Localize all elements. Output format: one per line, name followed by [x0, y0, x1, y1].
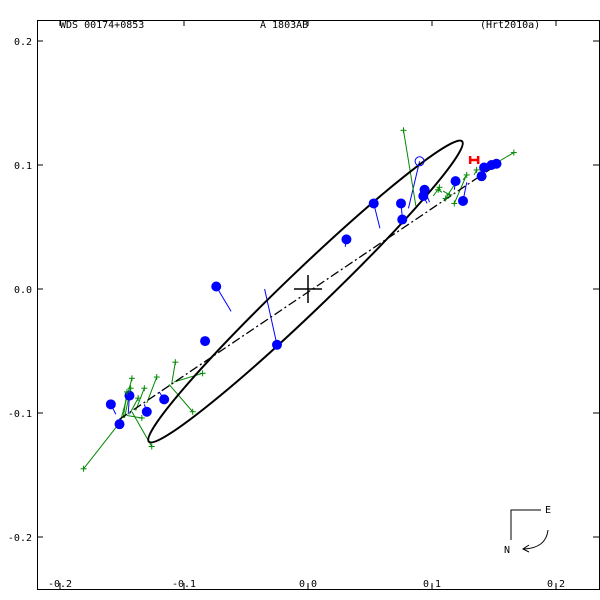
speckle-point [397, 214, 408, 225]
y-tick-label: 0.1 [14, 161, 32, 172]
speckle-point [159, 394, 170, 405]
x-tick-label: 0.0 [299, 579, 317, 590]
speckle-point [396, 198, 406, 209]
residual-line [445, 184, 455, 199]
open-circle-point [414, 156, 425, 167]
x-tick-label: 0.2 [547, 579, 565, 590]
speckle-point [114, 419, 125, 430]
residual-line [402, 130, 417, 207]
header-center-label: A 1803AB [260, 20, 308, 31]
highlight-marker [468, 156, 480, 165]
header-right-label: (Hrt2010a) [480, 20, 540, 31]
speckle-point [341, 234, 352, 245]
y-tick-label: 0.2 [14, 37, 32, 48]
x-tick-label: -0.1 [172, 579, 196, 590]
residual-line [83, 422, 120, 470]
speckle-point [272, 339, 282, 350]
speckle-point [211, 281, 222, 292]
orbit-ellipse [147, 139, 464, 444]
residual-lines [83, 130, 515, 470]
residual-line [173, 372, 203, 383]
y-tick-label: 0.0 [14, 285, 32, 296]
header-left-label: WDS 00174+0853 [60, 20, 144, 31]
compass-east-label: E [545, 505, 551, 516]
y-tick-label: -0.2 [8, 533, 32, 544]
speckle-point [476, 171, 487, 182]
speckle-point [200, 336, 211, 347]
plot-frame [37, 20, 600, 590]
axis-ticks: -0.2 -0.1 0.0 0.1 0.2 -0.2 -0.1 0.0 0.1 0.2 [8, 20, 599, 590]
speckle-point [450, 176, 461, 187]
compass: E N [504, 505, 551, 556]
compass-arrow-head [522, 544, 530, 553]
compass-arms [510, 509, 541, 540]
residual-line [462, 174, 468, 181]
speckle-point [418, 191, 429, 201]
residual-line [168, 384, 194, 413]
speckle-point [105, 399, 116, 410]
orbit-layer [119, 139, 497, 444]
residual-line [407, 161, 421, 209]
speckle-point [368, 198, 379, 209]
compass-north-label: N [504, 545, 510, 556]
residual-line [146, 376, 158, 404]
y-tick-label: -0.1 [8, 409, 32, 420]
speckle-point [479, 162, 490, 173]
residual-line [171, 362, 176, 385]
x-tick-label: 0.1 [423, 579, 441, 590]
speckle-point [458, 195, 468, 206]
compass-rotation-arrow [523, 529, 549, 550]
observation-marks [80, 127, 517, 472]
speckle-point [141, 406, 152, 417]
x-tick-label: -0.2 [48, 579, 72, 590]
